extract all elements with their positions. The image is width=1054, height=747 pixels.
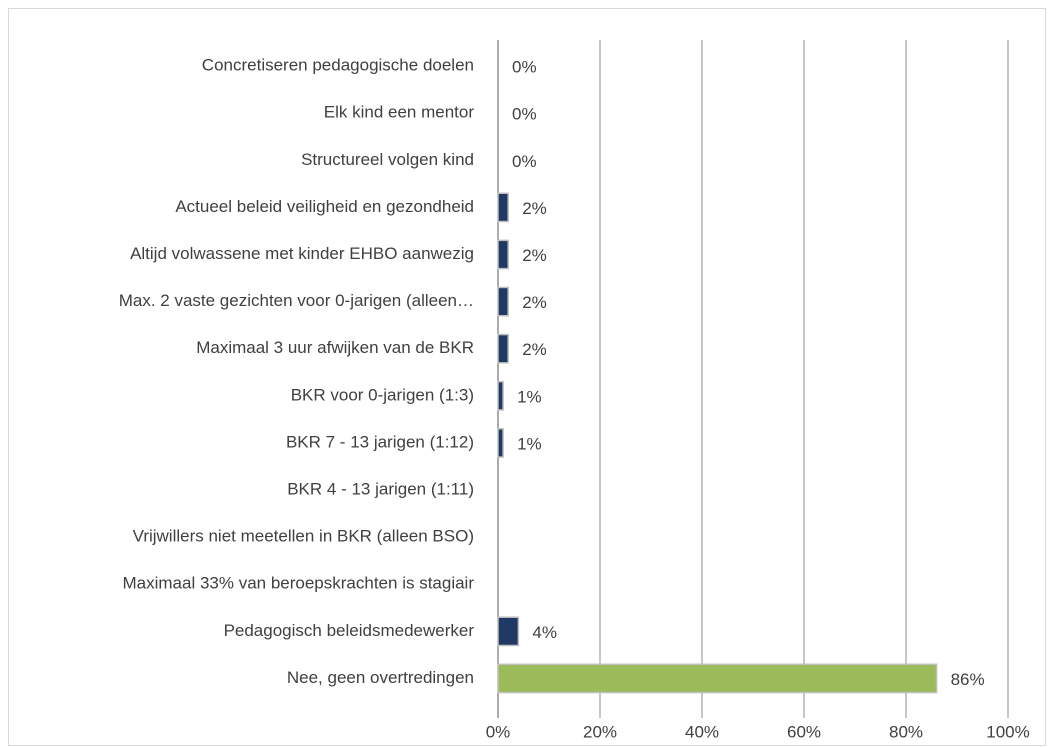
bar (497, 286, 509, 317)
value-label: 2% (522, 293, 547, 312)
y-tick-label: Vrijwillers niet meetellen in BKR (allee… (133, 527, 474, 546)
value-label: 0% (512, 58, 537, 77)
y-tick-label: Maximaal 33% van beroepskrachten is stag… (122, 574, 474, 593)
x-tick-label: 20% (583, 722, 617, 741)
bar (497, 616, 520, 647)
chart-frame (8, 8, 1046, 746)
y-tick-label: Actueel beleid veiligheid en gezondheid (175, 197, 474, 216)
y-tick-label: Concretiseren pedagogische doelen (202, 56, 474, 75)
x-tick-label: 0% (486, 722, 511, 741)
bar (497, 192, 509, 223)
bar (497, 333, 509, 364)
y-tick-label: BKR 7 - 13 jarigen (1:12) (286, 432, 474, 451)
x-tick-label: 60% (787, 722, 821, 741)
value-label: 2% (522, 340, 547, 359)
y-tick-label: Maximaal 3 uur afwijken van de BKR (196, 338, 474, 357)
y-tick-label: Structureel volgen kind (301, 150, 474, 169)
y-tick-label: BKR 4 - 13 jarigen (1:11) (287, 480, 474, 499)
y-tick-label: BKR voor 0-jarigen (1:3) (291, 385, 474, 404)
x-tick-label: 40% (685, 722, 719, 741)
y-tick-label: Pedagogisch beleidsmedewerker (224, 621, 475, 640)
value-label: 2% (522, 199, 547, 218)
value-label: 4% (532, 623, 557, 642)
y-tick-label: Elk kind een mentor (324, 103, 475, 122)
value-label: 0% (512, 105, 537, 124)
y-tick-label: Altijd volwassene met kinder EHBO aanwez… (130, 244, 474, 263)
value-label: 0% (512, 152, 537, 171)
value-label: 2% (522, 246, 547, 265)
bar (497, 428, 504, 458)
value-label: 1% (517, 434, 542, 453)
y-tick-label: Max. 2 vaste gezichten voor 0-jarigen (a… (119, 291, 474, 310)
bar (497, 239, 509, 270)
bar (497, 380, 504, 411)
x-tick-label: 80% (889, 722, 923, 741)
value-label: 86% (951, 670, 985, 689)
x-tick-label: 100% (986, 722, 1029, 741)
bar (497, 663, 938, 694)
value-label: 1% (517, 387, 542, 406)
y-tick-label: Nee, geen overtredingen (287, 668, 474, 687)
